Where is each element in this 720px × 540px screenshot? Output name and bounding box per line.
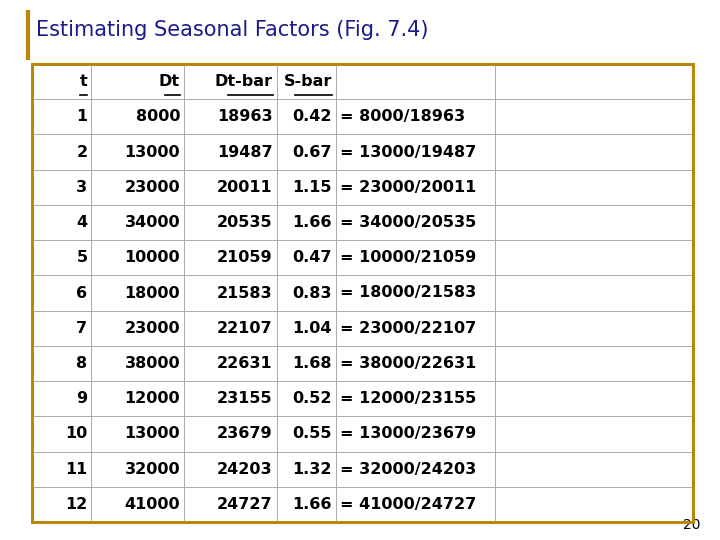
- Text: 1.66: 1.66: [292, 497, 332, 512]
- Text: 12: 12: [66, 497, 88, 512]
- Bar: [32, 170, 693, 205]
- Text: = 23000/20011: = 23000/20011: [340, 180, 477, 195]
- Text: = 12000/23155: = 12000/23155: [340, 391, 477, 406]
- Text: 4: 4: [76, 215, 88, 230]
- Text: 23000: 23000: [125, 180, 180, 195]
- Text: = 8000/18963: = 8000/18963: [340, 109, 465, 124]
- Text: = 41000/24727: = 41000/24727: [340, 497, 477, 512]
- Text: 0.83: 0.83: [292, 286, 332, 300]
- Text: 13000: 13000: [125, 427, 180, 441]
- Text: 1.15: 1.15: [292, 180, 332, 195]
- Text: 20535: 20535: [217, 215, 273, 230]
- Text: 24203: 24203: [217, 462, 273, 477]
- Text: 23000: 23000: [125, 321, 180, 336]
- Text: 18000: 18000: [125, 286, 180, 300]
- Text: 19487: 19487: [217, 145, 273, 160]
- Text: = 23000/22107: = 23000/22107: [340, 321, 477, 336]
- Text: 22631: 22631: [217, 356, 273, 371]
- Text: = 18000/21583: = 18000/21583: [340, 286, 477, 300]
- Text: 0.67: 0.67: [292, 145, 332, 160]
- Text: = 13000/23679: = 13000/23679: [340, 427, 477, 441]
- Text: 20: 20: [683, 518, 700, 532]
- Text: 41000: 41000: [125, 497, 180, 512]
- Text: 8000: 8000: [135, 109, 180, 124]
- Text: = 10000/21059: = 10000/21059: [340, 250, 477, 265]
- Text: 10: 10: [66, 427, 88, 441]
- Text: 0.47: 0.47: [292, 250, 332, 265]
- Bar: [32, 310, 693, 346]
- Text: 38000: 38000: [125, 356, 180, 371]
- Text: 1.32: 1.32: [292, 462, 332, 477]
- Text: 0.52: 0.52: [292, 391, 332, 406]
- Text: 0.55: 0.55: [292, 427, 332, 441]
- Text: 10000: 10000: [125, 250, 180, 265]
- Text: = 34000/20535: = 34000/20535: [340, 215, 477, 230]
- Text: 5: 5: [76, 250, 88, 265]
- Text: 1.66: 1.66: [292, 215, 332, 230]
- Text: 24727: 24727: [217, 497, 273, 512]
- Text: 21583: 21583: [217, 286, 273, 300]
- Text: 7: 7: [76, 321, 88, 336]
- Bar: [32, 64, 693, 99]
- Bar: [32, 134, 693, 170]
- Bar: [32, 346, 693, 381]
- Bar: [32, 451, 693, 487]
- Text: 23155: 23155: [217, 391, 273, 406]
- Text: 9: 9: [76, 391, 88, 406]
- Text: t: t: [80, 74, 88, 89]
- Text: 1.68: 1.68: [292, 356, 332, 371]
- Text: 3: 3: [76, 180, 88, 195]
- Text: 21059: 21059: [217, 250, 273, 265]
- Text: S-bar: S-bar: [284, 74, 332, 89]
- Text: Dt: Dt: [159, 74, 180, 89]
- Text: Dt-bar: Dt-bar: [215, 74, 273, 89]
- Bar: [32, 240, 693, 275]
- Text: 20011: 20011: [217, 180, 273, 195]
- Text: 34000: 34000: [125, 215, 180, 230]
- Text: 23679: 23679: [217, 427, 273, 441]
- Bar: [32, 205, 693, 240]
- Text: 8: 8: [76, 356, 88, 371]
- Bar: [32, 416, 693, 451]
- Text: 2: 2: [76, 145, 88, 160]
- Text: 12000: 12000: [125, 391, 180, 406]
- Bar: [32, 99, 693, 134]
- Text: 22107: 22107: [217, 321, 273, 336]
- Text: = 38000/22631: = 38000/22631: [340, 356, 477, 371]
- Text: 1.04: 1.04: [292, 321, 332, 336]
- Text: 32000: 32000: [125, 462, 180, 477]
- Bar: [32, 487, 693, 522]
- Text: 18963: 18963: [217, 109, 273, 124]
- Text: Estimating Seasonal Factors (Fig. 7.4): Estimating Seasonal Factors (Fig. 7.4): [36, 20, 428, 40]
- Text: = 13000/19487: = 13000/19487: [340, 145, 477, 160]
- Bar: [32, 381, 693, 416]
- Text: 1: 1: [76, 109, 88, 124]
- Text: 0.42: 0.42: [292, 109, 332, 124]
- Bar: [32, 275, 693, 310]
- Text: 13000: 13000: [125, 145, 180, 160]
- Text: 11: 11: [66, 462, 88, 477]
- Text: 6: 6: [76, 286, 88, 300]
- Text: = 32000/24203: = 32000/24203: [340, 462, 477, 477]
